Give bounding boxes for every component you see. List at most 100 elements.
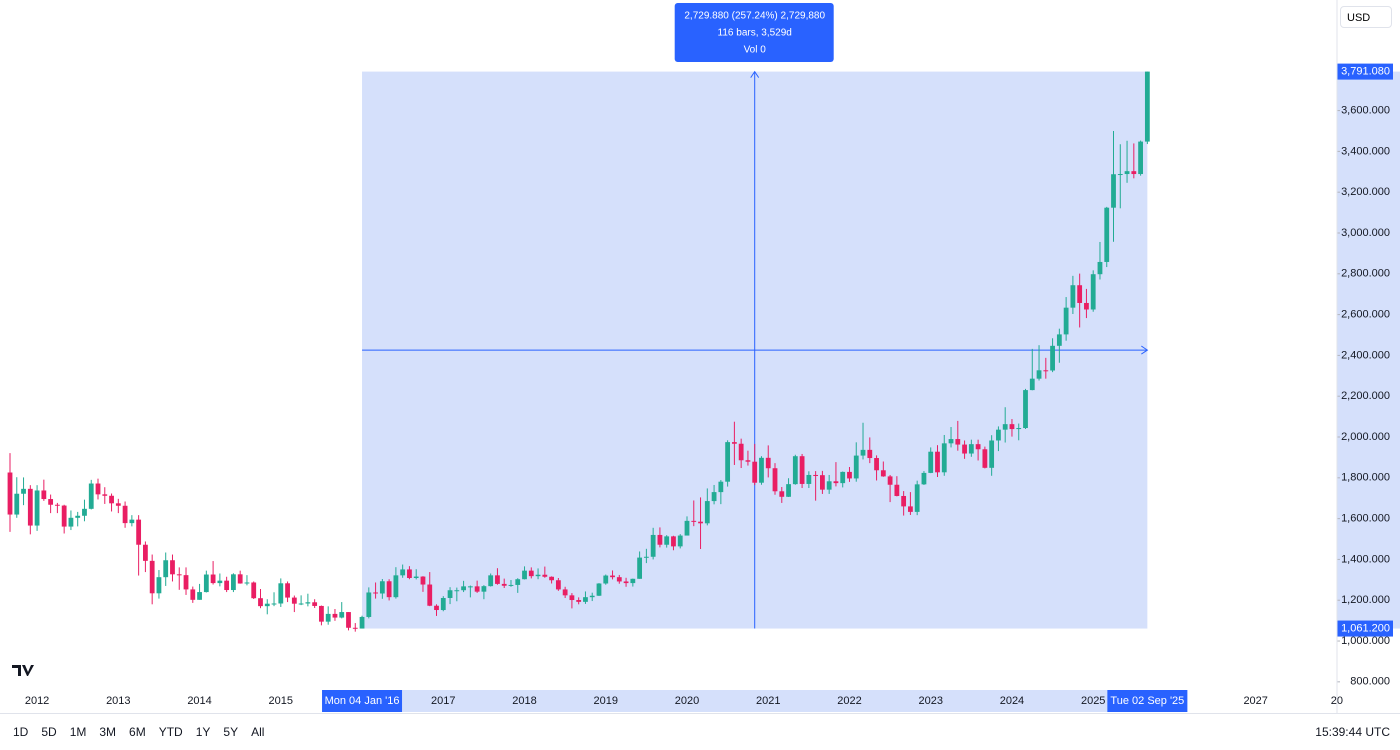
- measure-tooltip: [674, 3, 834, 62]
- candle-body: [1084, 302, 1089, 310]
- range-button[interactable]: 5D: [41, 725, 57, 739]
- candle-body: [434, 605, 439, 611]
- candle-body: [386, 581, 392, 598]
- date-label-bg: [322, 690, 403, 712]
- tooltip-line: 2,729.880 (257.24%) 2,729,880: [684, 11, 825, 22]
- candle-body: [562, 589, 568, 596]
- candle-body: [833, 481, 839, 484]
- candle-body: [393, 575, 399, 598]
- candle-body: [610, 575, 615, 578]
- date-label: Mon 04 Jan '16: [325, 695, 400, 707]
- x-tick-label: 2019: [594, 695, 618, 707]
- x-tick-label: 2023: [918, 695, 942, 707]
- candle-body: [285, 583, 290, 598]
- candle-body: [515, 579, 521, 585]
- candle-body: [792, 456, 798, 485]
- range-button[interactable]: All: [251, 725, 265, 739]
- candle-body: [1009, 424, 1015, 430]
- candle-body: [352, 627, 358, 629]
- candle-body: [1090, 274, 1096, 310]
- candle-body: [359, 616, 365, 629]
- candle-body: [298, 603, 304, 605]
- candle-body: [176, 574, 182, 576]
- currency-select[interactable]: USD: [1340, 6, 1392, 28]
- candle-body: [528, 570, 534, 577]
- candle-body: [143, 544, 148, 561]
- candle-body: [583, 597, 588, 602]
- y-tick-label: 2,400.000: [1341, 349, 1390, 361]
- candle-body: [1043, 370, 1049, 372]
- candle-body: [711, 492, 717, 502]
- candle-body: [1124, 171, 1130, 175]
- candle-body: [779, 491, 785, 497]
- candle-body: [271, 603, 277, 605]
- candle-body: [826, 481, 832, 490]
- x-tick-label: 2015: [269, 695, 293, 707]
- tooltip-line: Vol 0: [744, 45, 767, 56]
- candle-body: [129, 519, 135, 524]
- range-button[interactable]: 5Y: [223, 725, 239, 739]
- candle-body: [698, 521, 703, 524]
- candle-body: [291, 597, 297, 604]
- toolbar: 1D 5D 1M 3M 6M YTD 1Y 5Y All 15:39:44 UTC: [0, 713, 1400, 750]
- range-button[interactable]: 6M: [129, 725, 146, 739]
- candle-body: [860, 449, 866, 456]
- candle-body: [461, 586, 466, 591]
- candle-body: [258, 598, 263, 607]
- y-tick-label: 1,400.000: [1341, 553, 1390, 565]
- candle-body: [474, 586, 480, 592]
- candle-body: [725, 442, 731, 482]
- candle-body: [752, 461, 758, 483]
- candle-body: [867, 449, 873, 459]
- candle-body: [237, 574, 243, 584]
- candle-body: [1029, 378, 1035, 391]
- range-button[interactable]: 1D: [13, 725, 29, 739]
- x-tick-label: 2025: [1081, 695, 1105, 707]
- candle-body: [874, 458, 879, 471]
- x-tick-label: 2017: [431, 695, 455, 707]
- candle-body: [170, 560, 175, 575]
- candle-body: [887, 476, 893, 485]
- candle-body: [1138, 141, 1143, 175]
- y-tick-label: 3,600.000: [1341, 104, 1390, 116]
- candle-body: [481, 586, 487, 592]
- candle-body: [136, 519, 142, 545]
- candle-body: [684, 520, 690, 536]
- candle-body: [447, 590, 453, 598]
- candle-body: [54, 504, 60, 506]
- candle-body: [197, 592, 202, 600]
- candle-body: [346, 612, 351, 628]
- range-button[interactable]: 3M: [99, 725, 117, 739]
- candle-body: [840, 471, 846, 484]
- candle-body: [786, 484, 791, 497]
- candle-body: [379, 581, 385, 594]
- candle-body: [68, 517, 74, 527]
- candle-body: [61, 505, 67, 527]
- candle-body: [1144, 71, 1150, 142]
- candle-body: [251, 582, 257, 599]
- candle-body: [21, 488, 26, 494]
- candle-body: [95, 483, 101, 495]
- price-label: 1,061.200: [1341, 622, 1390, 634]
- candle-body: [41, 490, 47, 500]
- range-button[interactable]: 1M: [69, 725, 87, 739]
- y-tick-label: 1,000.000: [1341, 635, 1390, 647]
- candle-body: [427, 584, 433, 606]
- candle-body: [914, 484, 920, 512]
- candle-body: [549, 576, 554, 581]
- candle-body: [264, 603, 270, 607]
- y-tick-label: 3,200.000: [1341, 186, 1390, 198]
- candle-body: [210, 574, 216, 584]
- candle-body: [691, 520, 697, 522]
- candle-body: [224, 580, 230, 591]
- candle-body: [278, 583, 284, 604]
- candle-body: [677, 535, 683, 547]
- chart: 800.000 1,000.000 1,200.000 1,400.000 1,600.…: [7, 0, 1400, 713]
- candle-body: [1023, 390, 1028, 429]
- range-button[interactable]: YTD: [158, 725, 183, 739]
- candle-body: [1050, 345, 1055, 371]
- x-tick-label: 2021: [756, 695, 780, 707]
- candle-body: [82, 508, 87, 516]
- range-button[interactable]: 1Y: [195, 725, 211, 739]
- candle-body: [853, 455, 859, 479]
